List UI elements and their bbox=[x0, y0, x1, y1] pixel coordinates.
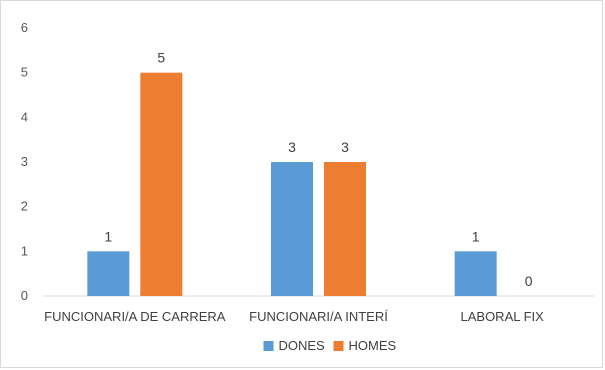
data-label: 3 bbox=[341, 139, 349, 155]
y-tick-label: 2 bbox=[21, 199, 28, 214]
bar-dones bbox=[454, 251, 497, 296]
legend-label-homes: HOMES bbox=[349, 338, 397, 353]
y-tick-label: 5 bbox=[21, 65, 28, 80]
y-axis: 0 1 2 3 4 5 6 bbox=[21, 20, 28, 303]
y-tick-label: 3 bbox=[21, 154, 28, 169]
data-label: 3 bbox=[288, 139, 296, 155]
x-tick-label: FUNCIONARI/A DE CARRERA bbox=[44, 309, 226, 324]
data-label: 1 bbox=[472, 228, 480, 244]
legend-swatch-dones bbox=[263, 341, 274, 351]
bar-homes bbox=[324, 162, 366, 296]
legend-swatch-homes bbox=[333, 341, 344, 351]
legend: DONES HOMES bbox=[263, 338, 397, 353]
y-tick-label: 0 bbox=[21, 288, 28, 303]
legend-label-dones: DONES bbox=[279, 338, 326, 353]
data-labels: 1 5 3 3 1 0 bbox=[104, 50, 532, 289]
y-tick-label: 4 bbox=[21, 109, 28, 124]
data-label: 0 bbox=[525, 273, 533, 289]
bar-homes bbox=[140, 72, 183, 297]
bar-dones bbox=[271, 162, 313, 296]
x-axis: FUNCIONARI/A DE CARRERA FUNCIONARI/A INTE… bbox=[43, 295, 594, 324]
bars bbox=[87, 72, 497, 297]
bar-dones bbox=[87, 251, 130, 296]
x-tick-label: FUNCIONARI/A INTERÍ bbox=[249, 309, 388, 324]
x-tick-label: LABORAL FIX bbox=[461, 309, 545, 324]
y-tick-label: 6 bbox=[21, 20, 28, 35]
data-label: 5 bbox=[157, 50, 165, 66]
y-tick-label: 1 bbox=[21, 243, 28, 258]
data-label: 1 bbox=[104, 228, 112, 244]
